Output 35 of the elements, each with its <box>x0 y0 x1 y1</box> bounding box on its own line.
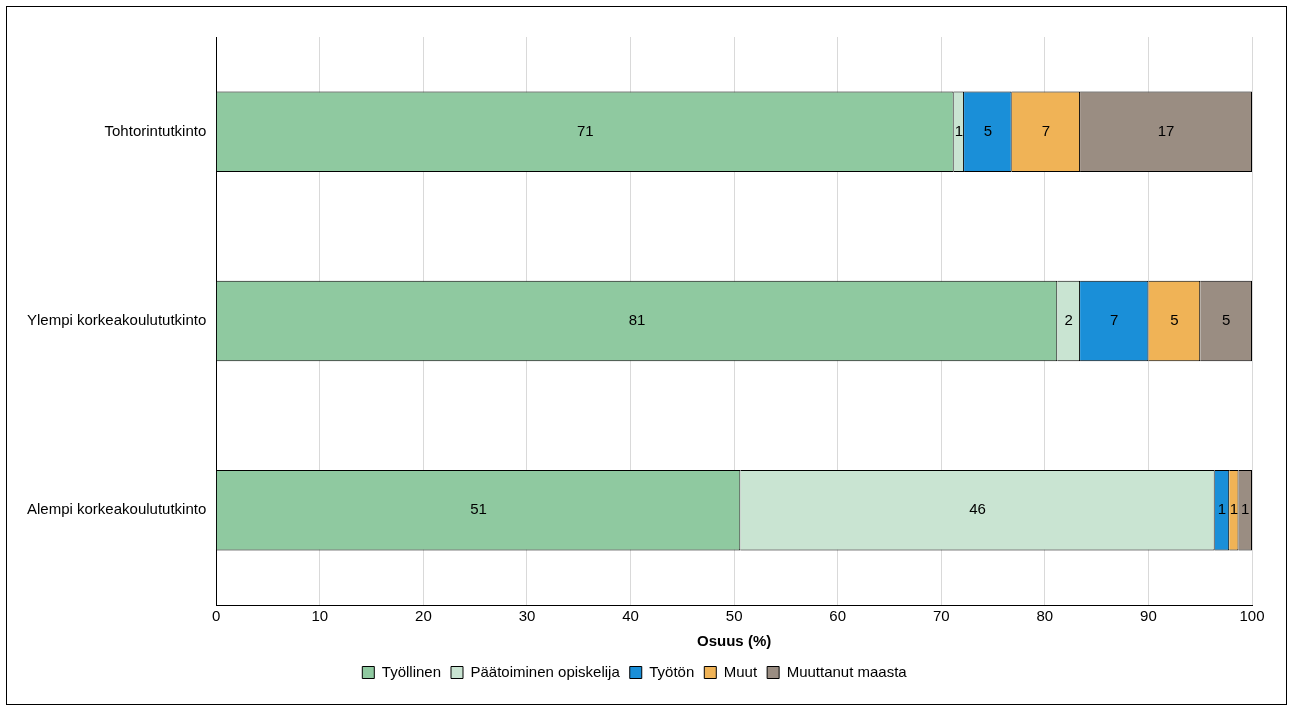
legend-label: Muuttanut maasta <box>786 662 908 680</box>
x-tick-label: 30 <box>518 607 536 625</box>
data-label: 81 <box>628 311 646 329</box>
x-tick-label: 0 <box>212 607 221 625</box>
x-tick-label: 100 <box>1239 607 1265 625</box>
data-label: 2 <box>1064 311 1073 329</box>
x-tick-label: 40 <box>622 607 639 625</box>
legend-label: Muut <box>723 662 758 680</box>
data-label: 1 <box>1229 500 1239 518</box>
data-label: 7 <box>1110 311 1119 329</box>
data-label: 46 <box>969 500 986 518</box>
data-label: 1 <box>1217 500 1227 518</box>
x-tick-label: 10 <box>311 607 329 625</box>
data-label: 51 <box>470 500 487 518</box>
y-tick-label: Tohtorintutkinto <box>104 121 207 139</box>
x-tick-label: 60 <box>829 607 847 625</box>
data-label: 7 <box>1041 121 1051 139</box>
data-label: 5 <box>983 121 993 139</box>
y-tick-label: Alempi korkeakoulututkinto <box>26 500 207 518</box>
data-label: 1 <box>954 121 964 139</box>
data-label: 1 <box>1241 500 1250 518</box>
x-axis-title: Osuus (%) <box>697 632 772 650</box>
x-tick-label: 70 <box>932 607 950 625</box>
legend-label: Työllinen <box>381 662 441 680</box>
data-label: 17 <box>1157 121 1175 139</box>
legend-label: Työtön <box>649 662 695 680</box>
data-label: 5 <box>1221 311 1231 329</box>
x-tick-label: 20 <box>415 607 432 625</box>
y-tick-label: Ylempi korkeakoulututkinto <box>26 311 207 329</box>
legend-label: Päätoiminen opiskelija <box>470 662 621 680</box>
data-label: 5 <box>1170 311 1179 329</box>
data-label: 71 <box>576 121 594 139</box>
x-tick-label: 50 <box>725 607 743 625</box>
x-tick-label: 90 <box>1140 607 1157 625</box>
x-tick-label: 80 <box>1036 607 1054 625</box>
